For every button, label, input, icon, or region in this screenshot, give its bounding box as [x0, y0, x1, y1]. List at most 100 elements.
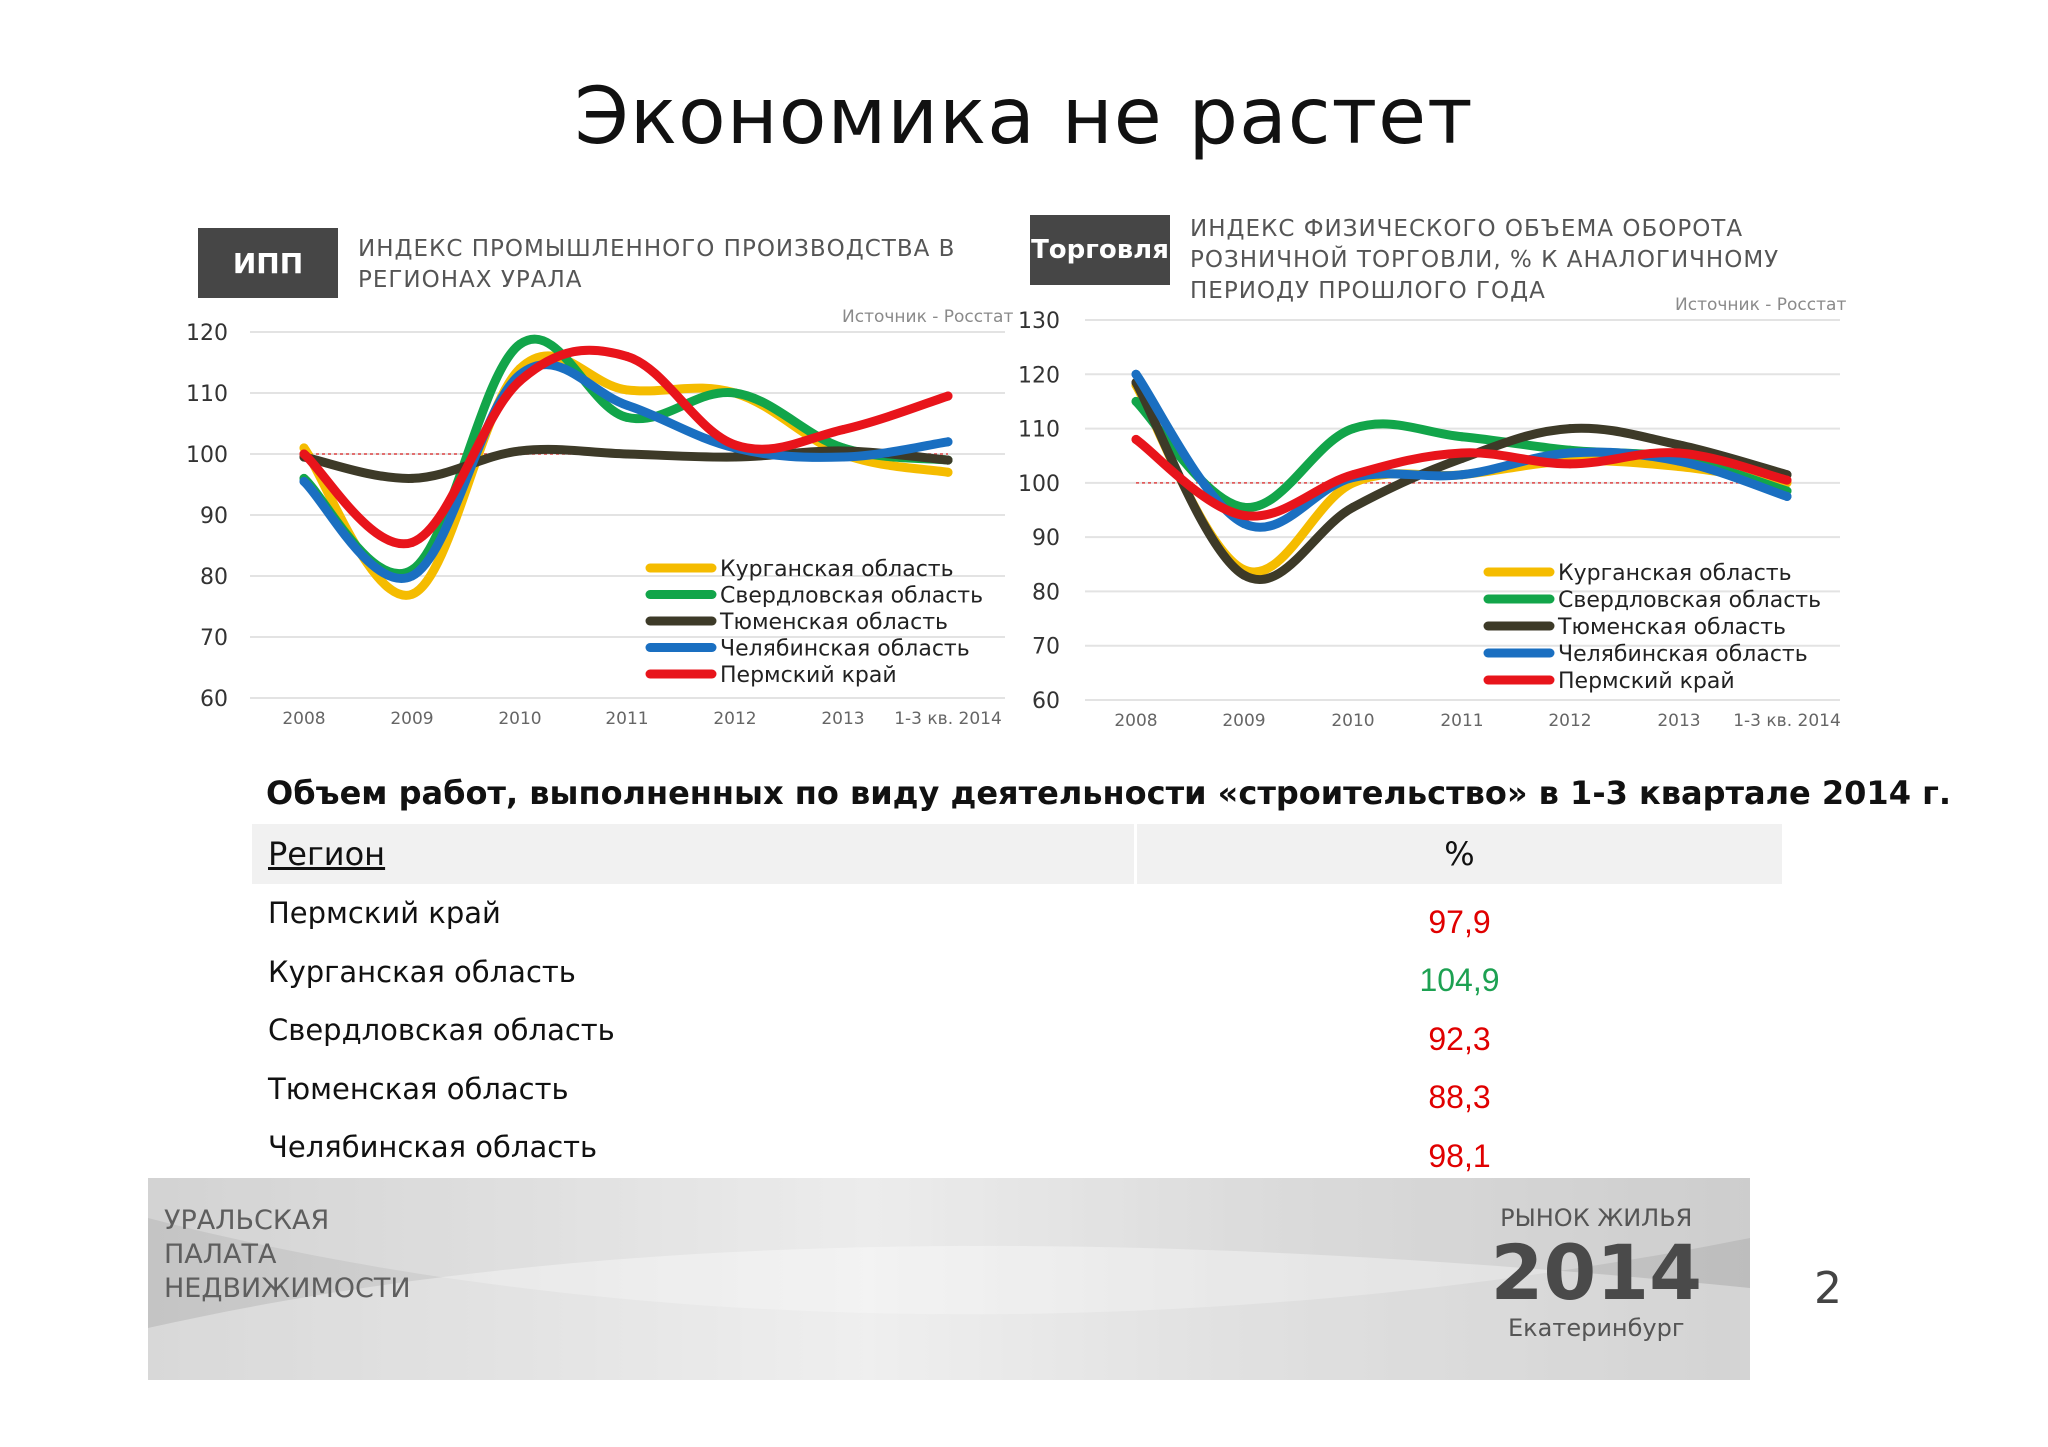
data-point — [1782, 475, 1792, 485]
x-tick-label: 2011 — [1440, 711, 1483, 731]
footer-banner: УРАЛЬСКАЯ ПАЛАТА НЕДВИЖИМОСТИ РЫНОК ЖИЛЬ… — [148, 1178, 1750, 1380]
data-point — [515, 339, 525, 349]
y-tick-label: 80 — [200, 565, 228, 590]
data-point — [407, 473, 417, 483]
data-point — [515, 376, 525, 386]
table-cell-region: Свердловская область — [268, 1013, 615, 1048]
legend-label: Курганская область — [720, 557, 954, 582]
data-point — [299, 449, 309, 459]
data-point — [1348, 502, 1358, 512]
table-cell-value: 92,3 — [1428, 1020, 1491, 1057]
data-point — [407, 537, 417, 547]
y-tick-label: 70 — [200, 626, 228, 651]
data-point — [622, 385, 632, 395]
table-row: Челябинская область 98,1 — [252, 1118, 1782, 1177]
table-cell-value: 98,1 — [1428, 1137, 1491, 1174]
y-tick-label: 90 — [200, 504, 228, 529]
construction-table: Регион % Пермский край 97,9 Курганская обл… — [252, 824, 1782, 1177]
y-tick-label: 70 — [1032, 635, 1060, 660]
x-tick-label: 2008 — [1114, 711, 1157, 731]
table-header-percent: % — [1444, 835, 1475, 873]
chart2-heading-line: ИНДЕКС ФИЗИЧЕСКОГО ОБЪЕМА ОБОРОТА — [1190, 216, 1744, 242]
x-tick-label: 2012 — [1548, 711, 1591, 731]
data-point — [1674, 456, 1684, 466]
chart1-source: Источник - Росстат — [842, 307, 1014, 327]
table-row: Курганская область 104,9 — [252, 943, 1782, 1002]
org-line: НЕДВИЖИМОСТИ — [164, 1273, 411, 1304]
x-tick-label: 2011 — [605, 709, 648, 729]
y-tick-label: 100 — [1018, 472, 1060, 497]
x-tick-label: 2013 — [1657, 711, 1700, 731]
event-logo: РЫНОК ЖИЛЬЯ 2014 Екатеринбург — [1490, 1204, 1702, 1342]
data-point — [1239, 519, 1249, 529]
x-tick-label: 2009 — [390, 709, 433, 729]
x-tick-label: 2009 — [1222, 711, 1265, 731]
legend-label: Свердловская область — [720, 584, 983, 609]
legend-label: Тюменская область — [719, 610, 948, 635]
data-point — [1674, 448, 1684, 458]
chart2-heading-line: РОЗНИЧНОЙ ТОРГОВЛИ, % К АНАЛОГИЧНОМУ — [1190, 247, 1780, 273]
y-tick-label: 90 — [1032, 526, 1060, 551]
data-point — [943, 437, 953, 447]
data-point — [622, 400, 632, 410]
x-tick-label: 2010 — [498, 709, 541, 729]
data-point — [1565, 448, 1575, 458]
x-tick-label: 1-3 кв. 2014 — [894, 709, 1002, 729]
table-row: Тюменская область 88,3 — [252, 1060, 1782, 1119]
chart1-heading-line: ИНДЕКС ПРОМЫШЛЕННОГО ПРОИЗВОДСТВА В — [358, 236, 956, 262]
data-point — [622, 351, 632, 361]
table-cell-value: 97,9 — [1428, 903, 1491, 940]
y-tick-label: 60 — [200, 687, 228, 712]
chart1-tag: ИПП — [198, 228, 338, 298]
event-year: 2014 — [1490, 1228, 1702, 1317]
legend-label: Челябинская область — [720, 637, 970, 662]
x-tick-label: 2012 — [713, 709, 756, 729]
data-point — [838, 452, 848, 462]
chart2-tag: Торговля — [1030, 215, 1170, 285]
event-city: Екатеринбург — [1507, 1314, 1685, 1342]
data-point — [515, 446, 525, 456]
y-tick-label: 100 — [186, 443, 228, 468]
chart1-heading-line: РЕГИОНАХ УРАЛА — [358, 267, 583, 293]
data-point — [1565, 459, 1575, 469]
series-line — [1131, 377, 1792, 584]
table-cell-value: 104,9 — [1419, 962, 1500, 998]
data-point — [1131, 434, 1141, 444]
legend-label: Пермский край — [720, 663, 897, 688]
data-point — [622, 449, 632, 459]
data-point — [1457, 470, 1467, 480]
table-cell-region: Челябинская область — [268, 1130, 598, 1165]
legend-label: Челябинская область — [1558, 642, 1808, 667]
data-point — [730, 388, 740, 398]
table-body: Пермский край 97,9 Курганская область 104,9… — [252, 884, 1782, 1177]
table-cell-region: Пермский край — [268, 896, 501, 931]
table-cell-region: Тюменская область — [268, 1071, 569, 1106]
page-title: Экономика не растет — [574, 72, 1474, 162]
footer-decor — [148, 1178, 1750, 1380]
data-point — [730, 452, 740, 462]
table-row: Свердловская область 92,3 — [252, 1001, 1782, 1060]
legend-label: Курганская область — [1558, 561, 1792, 586]
org-name: УРАЛЬСКАЯ ПАЛАТА НЕДВИЖИМОСТИ — [164, 1204, 411, 1306]
data-point — [1131, 369, 1141, 379]
data-point — [407, 589, 417, 599]
y-tick-label: 120 — [1018, 363, 1060, 388]
y-tick-label: 80 — [1032, 580, 1060, 605]
table-header-row: Регион % — [252, 824, 1782, 884]
data-point — [943, 467, 953, 477]
y-tick-label: 110 — [186, 382, 228, 407]
chart1-tag-label: ИПП — [232, 246, 304, 280]
data-point — [838, 425, 848, 435]
data-point — [1674, 440, 1684, 450]
y-tick-label: 120 — [186, 321, 228, 346]
x-tick-label: 2010 — [1331, 711, 1374, 731]
table-row: Пермский край 97,9 — [252, 884, 1782, 943]
data-point — [407, 571, 417, 581]
data-point — [1782, 491, 1792, 501]
data-point — [1348, 470, 1358, 480]
chart2-heading-line: ПЕРИОДУ ПРОШЛОГО ГОДА — [1190, 278, 1546, 304]
table-cell-value: 88,3 — [1428, 1079, 1491, 1115]
data-point — [1239, 510, 1249, 520]
